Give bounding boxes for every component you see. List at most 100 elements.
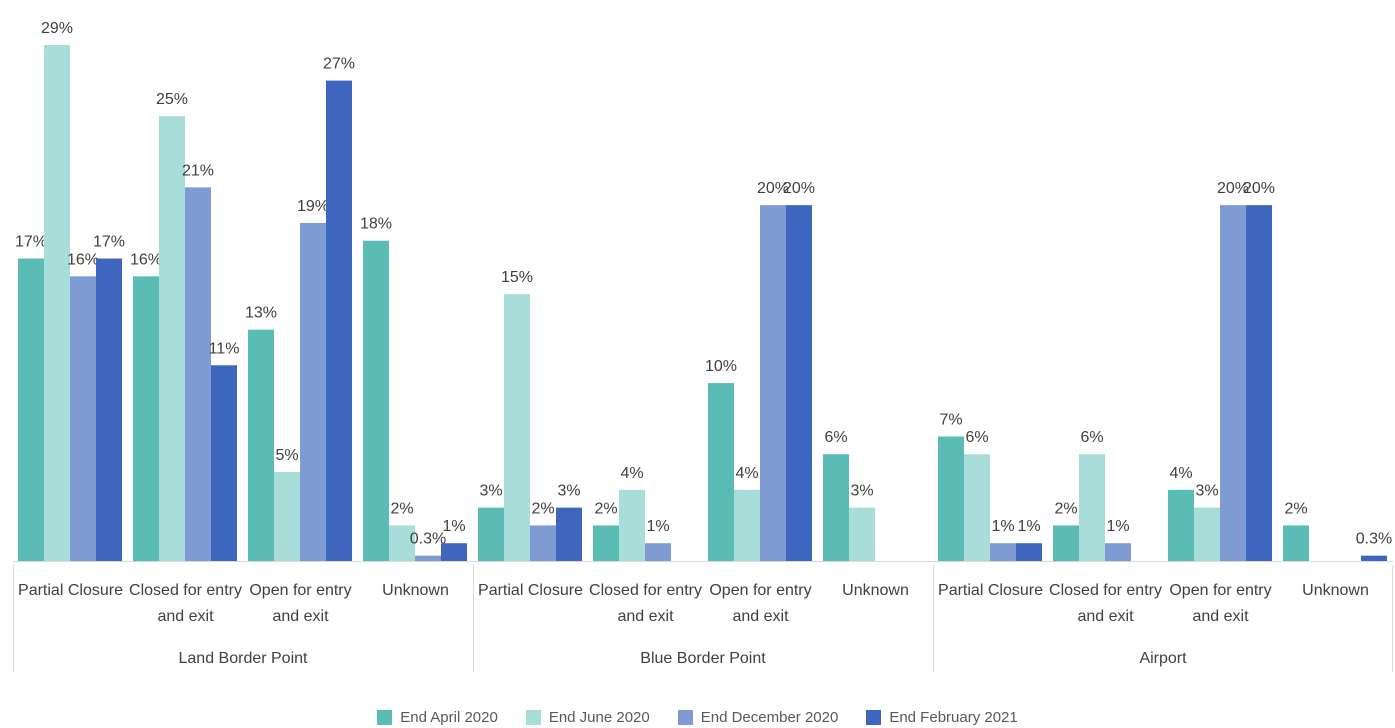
data-label: 4% — [735, 465, 758, 482]
data-label: 2% — [1284, 500, 1307, 517]
legend-label: End April 2020 — [400, 709, 498, 726]
data-label: 2% — [390, 500, 413, 517]
x-tick-label: Unknown — [382, 582, 449, 599]
bar — [760, 205, 786, 561]
legend: End April 2020 End June 2020 End December … — [0, 709, 1395, 726]
x-tick-label: Partial Closure — [938, 582, 1043, 599]
group-label: Airport — [1139, 650, 1187, 667]
legend-item: End December 2020 — [677, 709, 839, 726]
data-label: 2% — [594, 500, 617, 517]
legend-label: End June 2020 — [548, 709, 650, 726]
data-label: 0.3% — [410, 531, 446, 548]
data-label: 6% — [965, 429, 988, 446]
bar — [530, 525, 556, 561]
bar — [363, 240, 389, 562]
bar — [990, 543, 1016, 561]
bar — [938, 436, 964, 561]
data-label: 2% — [1054, 500, 1077, 517]
x-tick-label: Partial Closure — [478, 582, 583, 599]
bar — [708, 383, 734, 561]
bar — [593, 525, 619, 561]
x-tick-label: Open for entry and exit — [249, 582, 352, 625]
legend-swatch — [677, 710, 693, 725]
data-label: 7% — [939, 411, 962, 428]
data-label: 3% — [850, 483, 873, 500]
bar — [274, 472, 300, 561]
data-label: 3% — [1195, 483, 1218, 500]
legend-item: End April 2020 — [377, 709, 498, 726]
bar — [1361, 555, 1387, 561]
bar — [823, 454, 849, 561]
group-label: Land Border Point — [178, 650, 308, 667]
legend-item: End February 2021 — [866, 709, 1018, 726]
bar — [1246, 205, 1272, 561]
bar — [1194, 507, 1220, 561]
data-label: 20% — [1217, 180, 1249, 197]
data-label: 25% — [156, 91, 188, 108]
bar — [1283, 525, 1309, 561]
legend-swatch — [525, 710, 541, 725]
bar — [70, 276, 96, 561]
data-label: 20% — [1243, 180, 1275, 197]
data-label: 10% — [705, 358, 737, 375]
x-tick-label: Closed for entry and exit — [1049, 582, 1162, 625]
data-label: 20% — [757, 180, 789, 197]
bar — [415, 555, 441, 561]
bar — [185, 187, 211, 561]
data-label: 15% — [501, 269, 533, 286]
x-tick-label: Closed for entry and exit — [589, 582, 702, 625]
data-label: 1% — [646, 518, 669, 535]
x-tick-label: Closed for entry and exit — [129, 582, 242, 625]
bar — [1220, 205, 1246, 561]
bar — [504, 294, 530, 561]
bar — [619, 489, 645, 561]
x-tick-label: Open for entry and exit — [1169, 582, 1272, 625]
data-label: 17% — [93, 234, 125, 251]
bar — [248, 329, 274, 561]
data-label: 3% — [557, 483, 580, 500]
data-label: 29% — [41, 20, 73, 37]
group-label: Blue Border Point — [640, 650, 766, 667]
data-label: 1% — [1017, 518, 1040, 535]
bar — [44, 45, 70, 561]
data-label: 18% — [360, 216, 392, 233]
data-label: 13% — [245, 305, 277, 322]
legend-swatch — [377, 710, 393, 725]
bar — [441, 543, 467, 561]
bar — [478, 507, 504, 561]
bar — [734, 489, 760, 561]
data-label: 6% — [1080, 429, 1103, 446]
bar — [18, 258, 44, 561]
legend-label: End February 2021 — [889, 709, 1018, 726]
data-label: 1% — [1106, 518, 1129, 535]
data-label: 2% — [531, 500, 554, 517]
bar — [645, 543, 671, 561]
x-tick-label: Unknown — [842, 582, 909, 599]
data-label: 4% — [1169, 465, 1192, 482]
data-label: 16% — [67, 251, 99, 268]
bar — [96, 258, 122, 561]
data-label: 6% — [824, 429, 847, 446]
x-tick-label: Partial Closure — [18, 582, 123, 599]
data-label: 17% — [15, 234, 47, 251]
bar — [133, 276, 159, 561]
data-label: 27% — [323, 56, 355, 73]
data-label: 3% — [479, 483, 502, 500]
bar — [326, 80, 352, 561]
bar — [1053, 525, 1079, 561]
x-tick-label: Unknown — [1302, 582, 1369, 599]
bar — [1105, 543, 1131, 561]
bar — [786, 205, 812, 561]
data-label: 19% — [297, 198, 329, 215]
data-label: 1% — [991, 518, 1014, 535]
legend-label: End December 2020 — [700, 709, 839, 726]
bar — [556, 507, 582, 561]
data-label: 1% — [442, 518, 465, 535]
legend-item: End June 2020 — [525, 709, 650, 726]
data-label: 0.3% — [1356, 531, 1392, 548]
bar — [849, 507, 875, 561]
chart: 17%29%16%17%16%25%21%11%13%5%19%27%18%2%… — [13, 20, 1393, 672]
bar — [389, 525, 415, 561]
data-label: 16% — [130, 251, 162, 268]
